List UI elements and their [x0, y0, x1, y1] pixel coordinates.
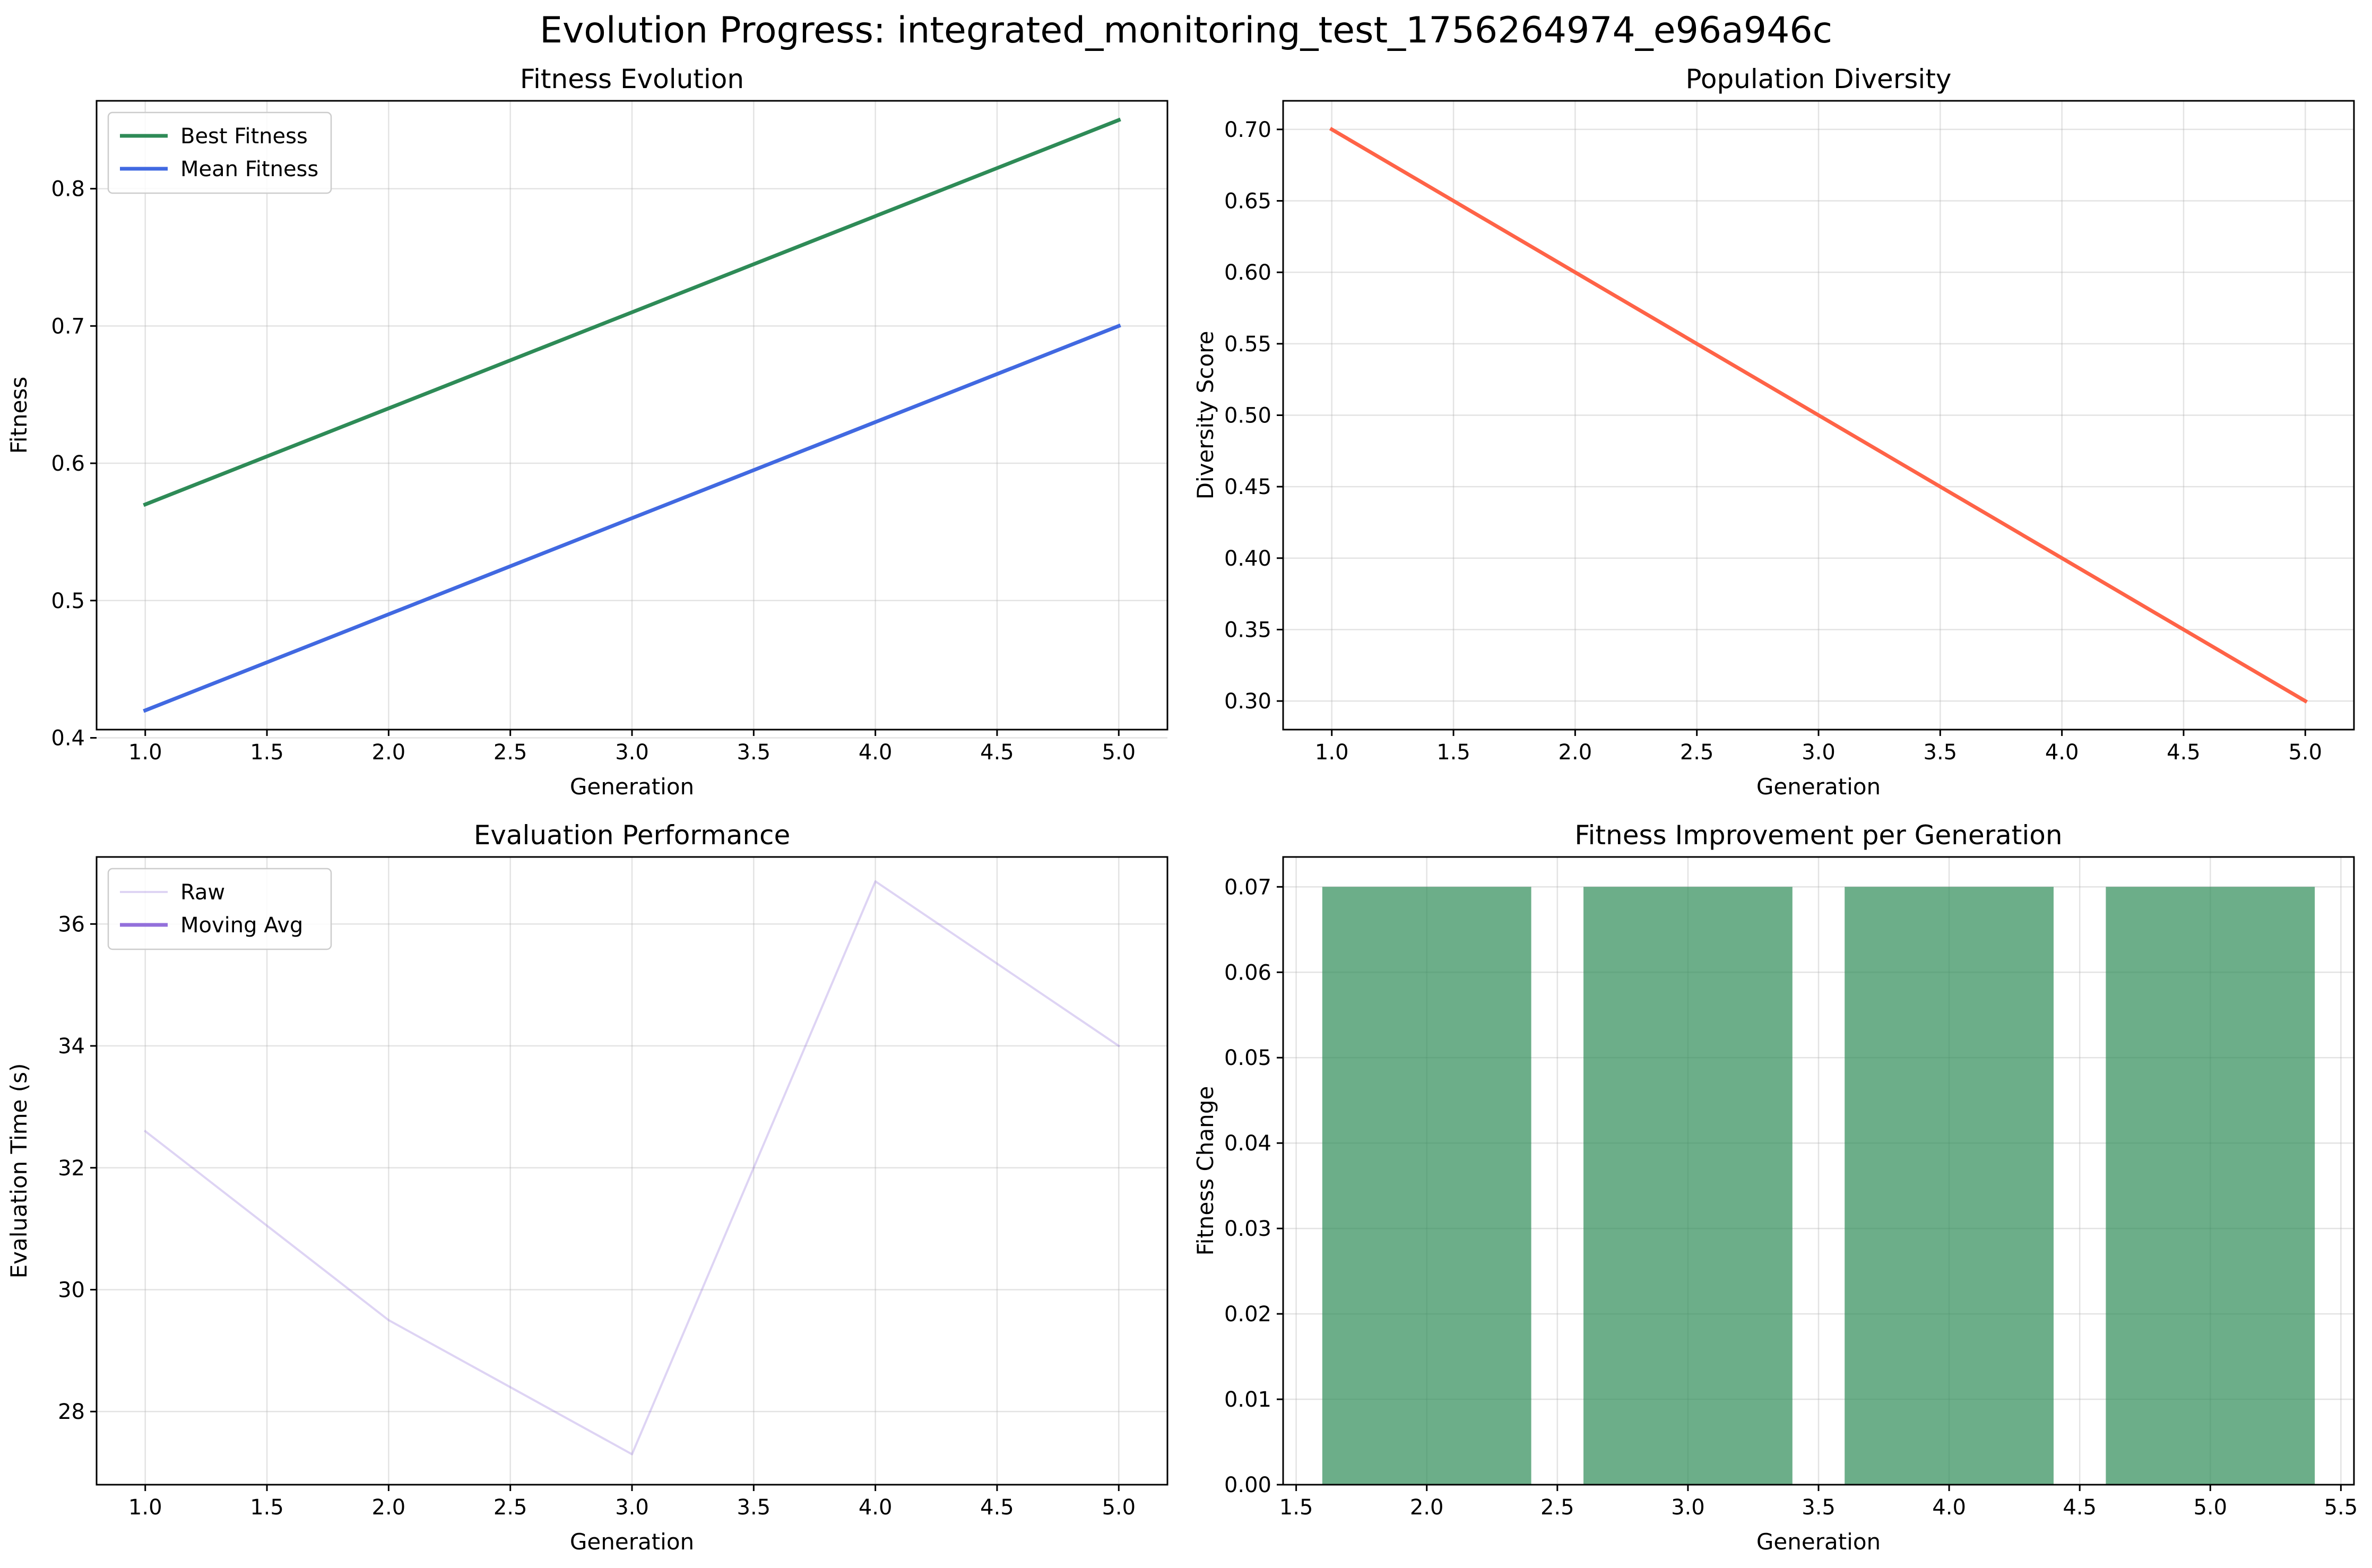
series-line: [1329, 127, 2308, 704]
x-tick-label: 2.0: [372, 1495, 406, 1520]
legend-frame: [107, 868, 332, 950]
x-tick-label: 1.5: [250, 740, 284, 765]
x-axis-label: Generation: [570, 1529, 694, 1555]
y-tick-label: 0.35: [1224, 618, 1271, 642]
y-tick-label: 0.03: [1224, 1217, 1271, 1241]
y-tick-label: 0.6: [51, 452, 85, 476]
y-tick-label: 0.7: [51, 314, 85, 339]
y-tick-label: 0.5: [51, 589, 85, 613]
x-tick-label: 2.0: [372, 740, 406, 765]
x-tick-label: 2.5: [494, 740, 527, 765]
x-tick-label: 5.5: [2324, 1495, 2358, 1520]
x-tick-label: 3.0: [615, 740, 649, 765]
x-tick-label: 5.0: [1102, 740, 1136, 765]
x-tick-label: 3.5: [737, 1495, 771, 1520]
y-tick-label: 0.01: [1224, 1388, 1271, 1412]
x-tick-label: 4.0: [2045, 740, 2079, 765]
x-tick-label: 3.0: [615, 1495, 649, 1520]
bar-generation-2: [1322, 887, 1531, 1485]
y-axis-label: Diversity Score: [1192, 331, 1218, 500]
x-tick-label: 5.0: [1102, 1495, 1136, 1520]
y-tick-label: 28: [58, 1400, 85, 1424]
mean-fitness-line: [143, 323, 1121, 713]
x-tick-label: 3.0: [1802, 740, 1836, 765]
x-tick-label: 3.5: [1802, 1495, 1836, 1520]
x-tick-label: 3.0: [1671, 1495, 1705, 1520]
legend-frame: [107, 111, 332, 194]
y-tick-label: 0.30: [1224, 689, 1271, 714]
y-tick-label: 0.00: [1224, 1473, 1271, 1497]
y-tick-label: 0.05: [1224, 1046, 1271, 1070]
chart-fitness-improvement: 1.5 2.0 2.5 3.0 3.5 4.0 4.5 5.0 5.5 0.00 0.01 0.02 0…: [1192, 820, 2358, 1555]
x-tick-label: 2.5: [494, 1495, 527, 1520]
x-tick-label: 2.0: [1410, 1495, 1444, 1520]
x-tick-label: 4.5: [980, 1495, 1014, 1520]
bar-generation-4: [1845, 887, 2054, 1485]
x-tick-label: 4.0: [1932, 1495, 1966, 1520]
raw-line: [143, 880, 1121, 1456]
x-axis-label: Generation: [570, 774, 694, 800]
x-tick-label: 5.0: [2193, 1495, 2227, 1520]
y-tick-label: 0.60: [1224, 261, 1271, 285]
x-tick-label: 4.0: [859, 740, 893, 765]
chart-title: Evaluation Performance: [474, 820, 791, 851]
x-tick-label: 1.5: [250, 1495, 284, 1520]
x-tick-label: 1.0: [128, 1495, 162, 1520]
y-tick-label: 0.45: [1224, 475, 1271, 499]
x-tick-label: 3.5: [1924, 740, 1958, 765]
y-tick-label: 0.40: [1224, 547, 1271, 571]
y-axis-label: Fitness: [6, 377, 32, 454]
x-tick-label: 4.0: [859, 1495, 893, 1520]
figure-title: Evolution Progress: integrated_monitorin…: [540, 10, 1832, 51]
y-tick-label: 0.50: [1224, 404, 1271, 428]
raw-legend-label: Raw: [180, 880, 225, 905]
bar-generation-3: [1583, 887, 1793, 1485]
x-tick-label: 1.5: [1436, 740, 1470, 765]
best-fitness-legend-label: Best Fitness: [180, 124, 308, 149]
chart-title: Fitness Improvement per Generation: [1574, 820, 2062, 851]
y-tick-label: 0.02: [1224, 1302, 1271, 1327]
x-tick-label: 1.0: [1315, 740, 1349, 765]
x-tick-label: 3.5: [737, 740, 771, 765]
y-tick-label: 0.4: [51, 726, 85, 751]
x-tick-label: 4.5: [2063, 1495, 2097, 1520]
y-tick-label: 0.07: [1224, 875, 1271, 899]
legend: Best Fitness Mean Fitness: [107, 111, 332, 194]
x-axis-label: Generation: [1756, 774, 1881, 800]
y-tick-label: 0.06: [1224, 960, 1271, 985]
x-tick-label: 4.5: [2167, 740, 2201, 765]
y-tick-label: 0.8: [51, 177, 85, 202]
x-tick-label: 5.0: [2288, 740, 2322, 765]
y-tick-label: 0.55: [1224, 332, 1271, 357]
chart-evaluation-performance: 1.0 1.5 2.0 2.5 3.0 3.5 4.0 4.5 5.0 28 30 32 34 36 Eva…: [6, 820, 1168, 1555]
chart-title: Population Diversity: [1685, 64, 1951, 94]
y-tick-label: 0.65: [1224, 189, 1271, 214]
x-tick-label: 1.0: [128, 740, 162, 765]
mean-fitness-legend-label: Mean Fitness: [180, 157, 318, 181]
x-tick-label: 2.5: [1540, 1495, 1574, 1520]
x-tick-label: 4.5: [980, 740, 1014, 765]
y-tick-label: 34: [58, 1034, 85, 1059]
x-tick-label: 2.5: [1680, 740, 1714, 765]
legend: Raw Moving Avg: [107, 868, 332, 950]
y-axis-label: Evaluation Time (s): [6, 1063, 32, 1279]
chart-title: Fitness Evolution: [520, 64, 744, 94]
x-tick-label: 1.5: [1279, 1495, 1313, 1520]
moving-avg-legend-label: Moving Avg: [180, 913, 303, 938]
chart-fitness-evolution: 1.0 1.5 2.0 2.5 3.0 3.5 4.0 4.5 5.0 0.4 0.5 0.6 0.7 0…: [6, 64, 1168, 800]
y-tick-label: 0.04: [1224, 1131, 1271, 1156]
y-tick-label: 36: [58, 912, 85, 937]
x-axis-label: Generation: [1756, 1529, 1881, 1555]
best-fitness-line: [143, 117, 1121, 507]
bar-generation-5: [2106, 887, 2315, 1485]
y-axis-label: Fitness Change: [1192, 1086, 1218, 1256]
chart-population-diversity: 1.0 1.5 2.0 2.5 3.0 3.5 4.0 4.5 5.0 0.30 0.35 0.40 0…: [1192, 64, 2355, 800]
y-tick-label: 0.70: [1224, 118, 1271, 142]
y-tick-label: 32: [58, 1156, 85, 1181]
y-tick-label: 30: [58, 1278, 85, 1302]
x-tick-label: 2.0: [1559, 740, 1592, 765]
